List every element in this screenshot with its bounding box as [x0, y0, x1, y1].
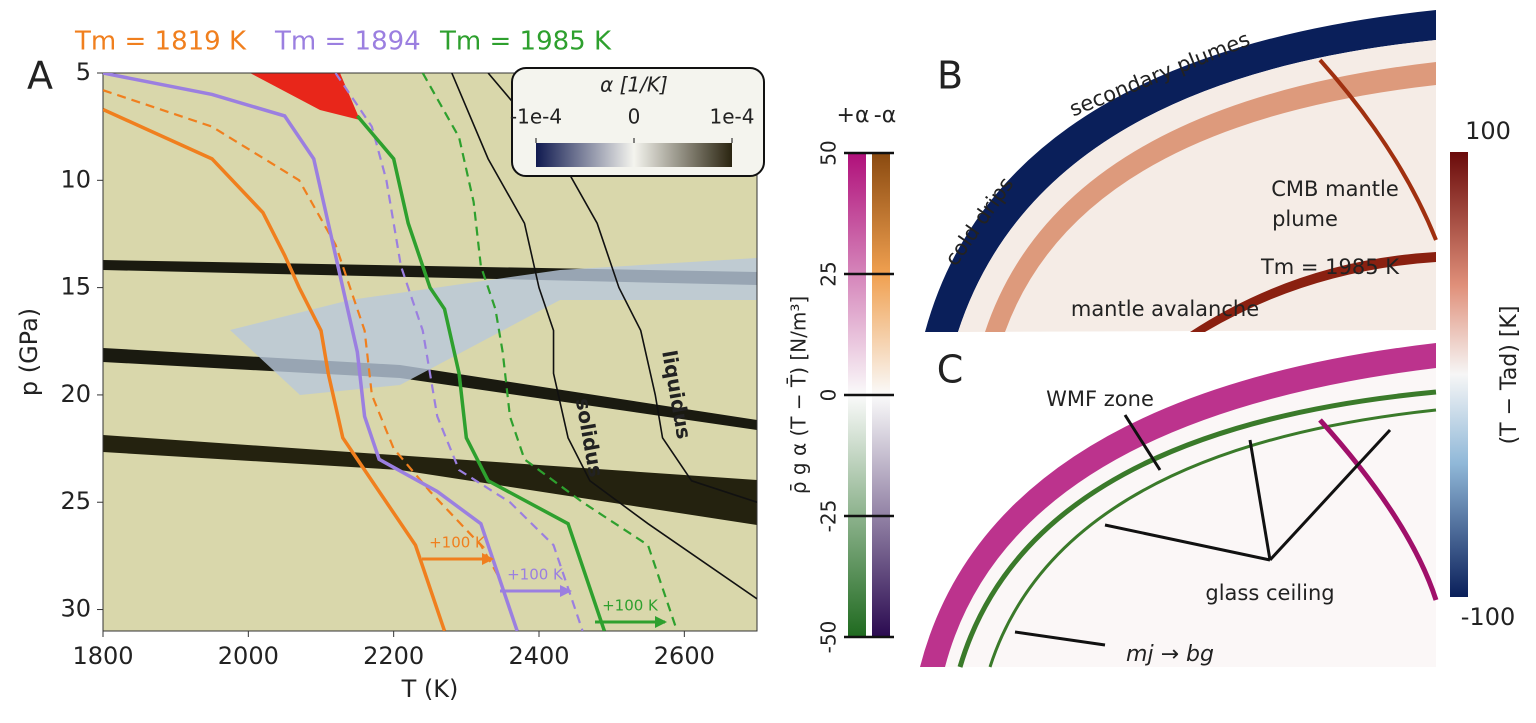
legend-entry: Tm = 1985 K: [439, 27, 612, 57]
annotation: WMF zone: [1046, 387, 1154, 411]
colorbar-label: (T − Tad) [K]: [1497, 306, 1522, 445]
panel-label: C: [937, 348, 964, 392]
annotation: +100 K: [429, 534, 486, 552]
x-tick-label: 2000: [218, 642, 279, 670]
annotation: mj → bg: [1126, 642, 1214, 667]
annotation: glass ceiling: [1205, 581, 1334, 605]
colorbar-tick-label: 50: [817, 140, 841, 165]
annotation: CMB mantle: [1271, 177, 1399, 201]
colorbar-tick-label: -1e-4: [510, 105, 562, 129]
plot-frame: [102, 72, 758, 632]
series-line: [421, 73, 679, 631]
x-tick-label: 1800: [72, 642, 133, 670]
series-line: [487, 73, 757, 503]
annotation: Tm = 1985 K: [1260, 255, 1400, 279]
arrow-head: [560, 585, 572, 597]
legend-entry: Tm = 1819 K: [74, 27, 247, 57]
colorbar-label: ρ̄ g α (T − T̄) [N/m³]: [786, 296, 811, 494]
annotation: +100 K: [602, 597, 659, 615]
colorbar-column: +α: [837, 103, 870, 128]
series-line: [103, 73, 519, 631]
y-tick-label: 30: [60, 595, 91, 623]
y-axis-label: p (GPa): [15, 308, 43, 396]
annotation: +100 K: [507, 566, 564, 584]
arrow-head: [655, 616, 667, 628]
x-tick-label: 2400: [508, 642, 569, 670]
panel-b-image: [925, 10, 1438, 332]
x-axis-label: T (K): [401, 675, 459, 703]
arrow-head: [482, 553, 494, 565]
series-line: [355, 114, 607, 631]
panel-label: B: [937, 54, 963, 98]
colorbar-title: α [1/K]: [600, 73, 668, 97]
temp-colorbar: [1450, 152, 1468, 597]
colorbar-tick-label: 100: [1465, 117, 1511, 145]
colorbar-tick-label: 1e-4: [710, 105, 755, 129]
y-tick-label: 20: [60, 380, 91, 408]
series-line: [103, 89, 500, 578]
alpha-colorbar: [536, 143, 732, 167]
series-line: [451, 73, 757, 600]
annotation: mantle avalanche: [1071, 297, 1259, 321]
colorbar-tick-label: -25: [817, 500, 841, 533]
y-tick-label: 25: [60, 487, 91, 515]
legend-entry: Tm = 1894: [274, 27, 421, 57]
y-tick-label: 15: [60, 273, 91, 301]
y-tick-label: 5: [76, 58, 91, 86]
colorbar-tick-label: -100: [1461, 603, 1515, 631]
series-line: [103, 107, 447, 631]
annotation: plume: [1272, 207, 1338, 231]
colorbar-column: -α: [874, 103, 896, 128]
x-tick-label: 2600: [654, 642, 715, 670]
colorbar-tick-label: -50: [817, 621, 841, 654]
panel-c-image: [920, 343, 1439, 668]
y-tick-label: 10: [60, 165, 91, 193]
colorbar-tick-label: 0: [817, 389, 841, 402]
colorbar-tick-label: 25: [817, 261, 841, 286]
x-tick-label: 2200: [363, 642, 424, 670]
panel-label: A: [27, 54, 53, 98]
colorbar-tick-label: 0: [628, 105, 641, 129]
series-line: [334, 73, 584, 631]
